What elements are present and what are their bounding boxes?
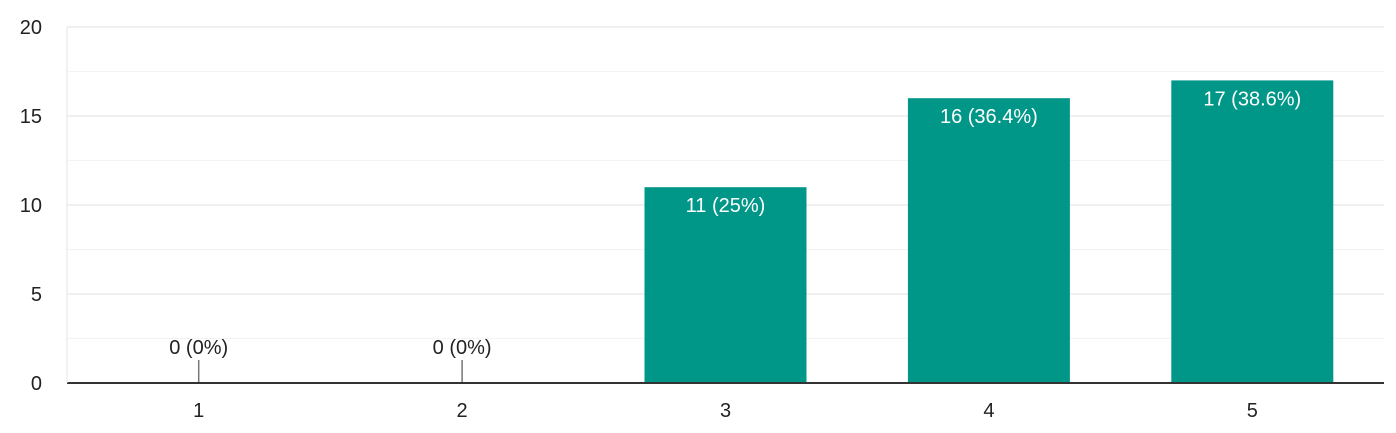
x-tick-label-5: 5 [1247,400,1258,422]
bar-5[interactable] [1171,80,1334,384]
y-tick-label: 5 [31,284,42,306]
zero-stems [197,360,463,383]
data-labels: 0 (0%) 0 (0%) 11 (25%) 16 (36.4%) 17 (38.6%) [169,88,1301,359]
data-label-3: 11 (25%) [686,195,766,217]
x-tick-label-4: 4 [983,400,994,422]
data-label-1: 0 (0%) [169,337,228,359]
x-axis-ticks: 1 2 3 4 5 [193,400,1258,422]
x-tick-label-1: 1 [193,400,204,422]
y-tick-label: 15 [20,106,42,128]
y-tick-label: 10 [20,195,42,217]
data-label-2: 0 (0%) [433,337,492,359]
y-tick-label: 0 [31,373,42,395]
data-label-4: 16 (36.4%) [940,106,1038,128]
x-tick-label-2: 2 [457,400,468,422]
y-tick-label: 20 [20,17,42,39]
y-axis-ticks: 0 5 10 15 20 [20,17,42,395]
data-label-5: 17 (38.6%) [1203,88,1301,110]
bar-3[interactable] [644,187,807,383]
bars [644,80,1334,384]
bar-4[interactable] [907,98,1070,383]
x-tick-label-3: 3 [720,400,731,422]
